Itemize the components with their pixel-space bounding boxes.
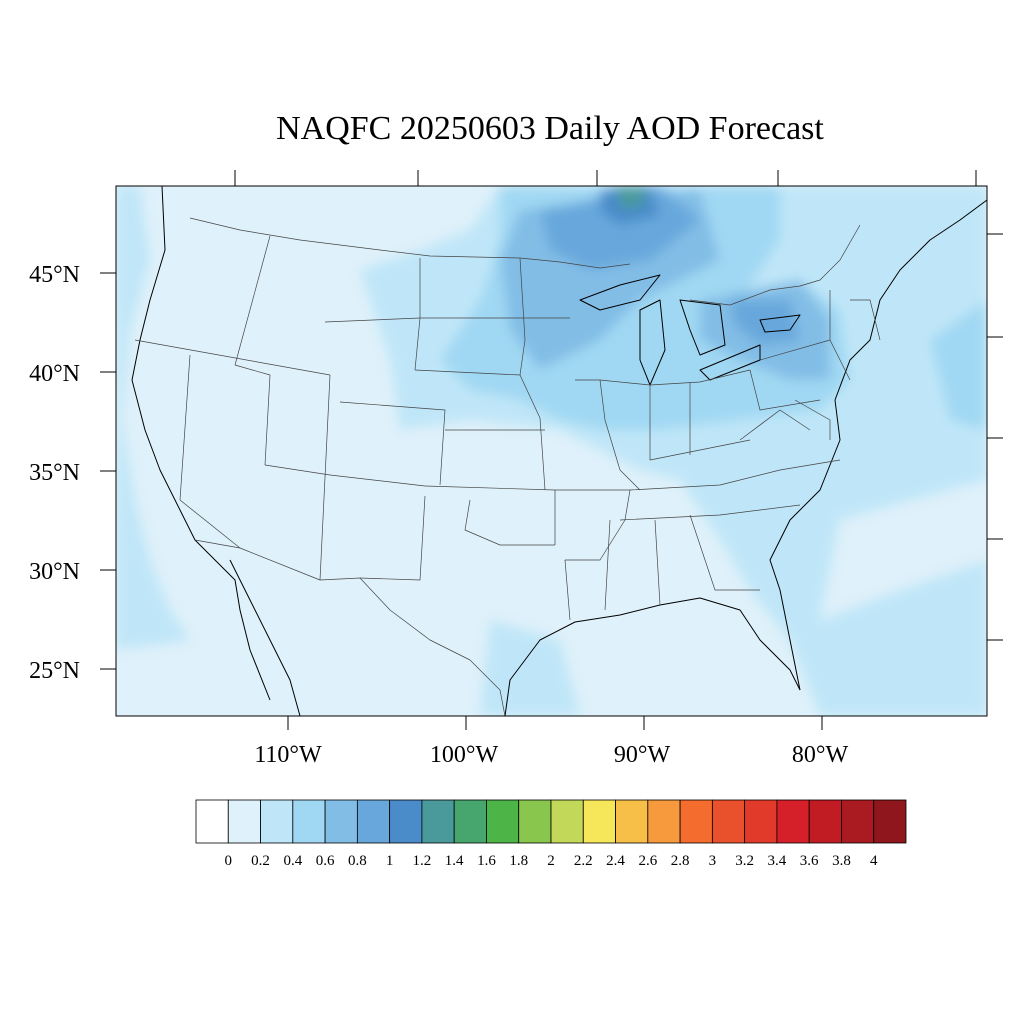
colorbar-tick-label: 2 [547,853,555,869]
lon-label: 90°W [614,742,671,768]
colorbar-swatch [550,799,584,844]
colorbar-swatch [582,799,616,844]
lat-label: 45°N [29,262,80,288]
colorbar-tick-label: 0.4 [283,853,302,869]
lat-label: 30°N [29,559,80,585]
bottom-ticks [287,716,823,730]
colorbar-tick-label: 4 [870,853,878,869]
colorbar-tick-label: 0.2 [251,853,270,869]
colorbar-swatch [711,799,746,844]
colorbar-tick-label: 3.4 [768,853,787,869]
colorbar-tick-label: 1.4 [445,853,464,869]
left-ticks [100,272,116,670]
colorbar-swatch [292,799,326,844]
colorbar-labels: 0 0.2 0.4 0.6 0.8 1 1.2 1.4 1.6 1.8 2 2.2 2.4 2.6 2.8 3… [225,853,878,869]
lat-label: 35°N [29,460,80,486]
colorbar-swatch [808,799,842,844]
map-title: NAQFC 20250603 Daily AOD Forecast [276,110,824,147]
boundaries [131,186,987,716]
colorbar-tick-label: 1.8 [509,853,528,869]
colorbar-tick-label: 0 [225,853,233,869]
top-ticks [234,170,977,186]
colorbar-tick-label: 0.8 [348,853,367,869]
colorbar-tick-label: 3.2 [735,853,754,869]
colorbar-swatch [744,799,778,844]
colorbar-tick-label: 1 [386,853,394,869]
colorbar [195,799,907,844]
colorbar-swatch [679,799,713,844]
colorbar-swatch [389,799,423,844]
colorbar-tick-label: 2.6 [638,853,657,869]
colorbar-swatch [776,799,810,844]
colorbar-swatch [453,799,487,844]
lon-label: 100°W [430,742,499,768]
colorbar-swatch [356,799,391,844]
colorbar-swatch [421,799,455,844]
right-ticks [987,233,1003,641]
colorbar-tick-label: 2.4 [606,853,625,869]
colorbar-tick-label: 3 [709,853,717,869]
latitude-labels: 45°N 40°N 35°N 30°N 25°N [29,262,80,684]
colorbar-tick-label: 3.6 [800,853,819,869]
map-frame [115,185,988,717]
lat-label: 25°N [29,658,80,684]
colorbar-swatch [518,799,552,844]
lon-label: 110°W [254,742,322,768]
colorbar-swatch [647,799,681,844]
colorbar-tick-label: 3.8 [832,853,851,869]
colorbar-swatch [227,799,261,844]
colorbar-tick-label: 0.6 [316,853,335,869]
lon-label: 80°W [792,742,849,768]
lat-label: 40°N [29,361,80,387]
colorbar-swatch [486,799,520,844]
colorbar-tick-label: 2.8 [671,853,690,869]
colorbar-swatch [324,799,358,844]
colorbar-swatch [615,799,649,844]
colorbar-swatch [873,799,907,844]
colorbar-swatch [195,799,229,844]
map-panel [116,186,987,716]
colorbar-swatch [841,799,875,844]
colorbar-tick-label: 1.2 [413,853,432,869]
longitude-labels: 110°W 100°W 90°W 80°W [254,742,848,768]
colorbar-swatch [260,799,294,844]
colorbar-tick-label: 1.6 [477,853,496,869]
colorbar-tick-label: 2.2 [574,853,593,869]
